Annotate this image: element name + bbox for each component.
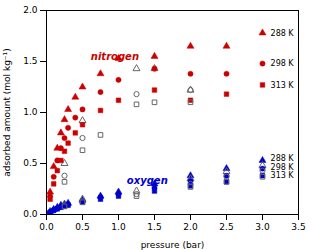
svg-text:313 K: 313 K <box>271 171 295 180</box>
svg-text:nitrogen: nitrogen <box>91 51 139 62</box>
svg-text:288 K: 288 K <box>271 28 295 37</box>
svg-text:3.5: 3.5 <box>291 222 305 232</box>
svg-text:298 K: 298 K <box>270 163 294 173</box>
svg-text:298 K: 298 K <box>271 59 295 68</box>
svg-text:2.0: 2.0 <box>183 222 198 232</box>
svg-text:2.0: 2.0 <box>23 5 38 15</box>
svg-text:pressure (bar): pressure (bar) <box>141 240 205 250</box>
svg-text:1.5: 1.5 <box>147 222 161 232</box>
svg-text:0.5: 0.5 <box>23 158 37 168</box>
svg-text:0.0: 0.0 <box>23 209 38 219</box>
svg-text:1.5: 1.5 <box>23 56 37 66</box>
svg-text:313 K: 313 K <box>271 81 295 90</box>
svg-text:2.5: 2.5 <box>219 222 233 232</box>
svg-text:oxygen: oxygen <box>127 175 168 186</box>
svg-text:1.0: 1.0 <box>23 107 38 117</box>
svg-text:0.0: 0.0 <box>39 222 54 232</box>
svg-text:0.5: 0.5 <box>75 222 89 232</box>
svg-text:adsorbed amount (mol kg⁻¹): adsorbed amount (mol kg⁻¹) <box>2 48 12 176</box>
svg-text:1.0: 1.0 <box>111 222 126 232</box>
svg-text:3.0: 3.0 <box>255 222 270 232</box>
svg-text:288 K: 288 K <box>271 154 295 163</box>
